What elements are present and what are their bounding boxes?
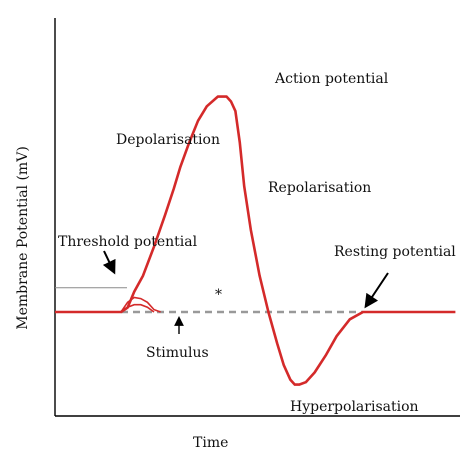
subthreshold-bump-outer [120,296,161,313]
x-axis-label: Time [193,435,228,451]
threshold-potential-label: Threshold potential [58,234,198,250]
hyperpolarisation-label: Hyperpolarisation [290,399,419,415]
action-potential-label: Action potential [274,71,389,87]
threshold-arrow [102,250,116,275]
y-axis-label: Membrane Potential (mV) [15,146,31,330]
resting-potential-label: Resting potential [334,244,456,260]
asterisk-label: * [215,287,222,303]
repolarisation-label: Repolarisation [268,180,371,196]
depolarisation-label: Depolarisation [116,132,220,148]
resting-arrow [364,272,389,309]
action-potential-trace [55,95,456,386]
stimulus-label: Stimulus [146,345,209,361]
